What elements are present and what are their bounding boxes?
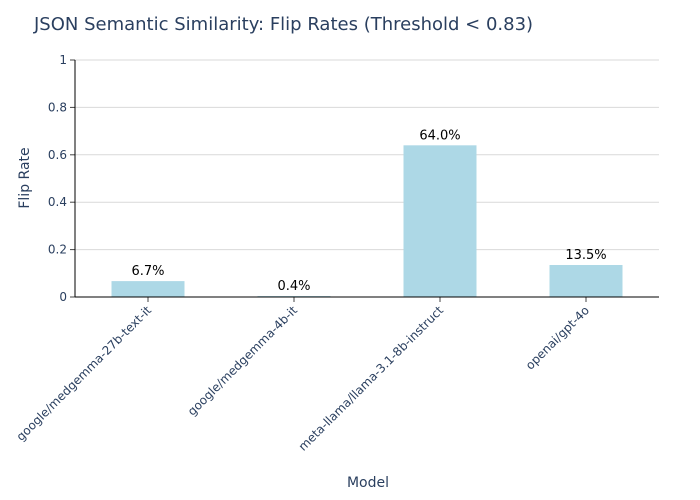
y-tick-label: 0.2 <box>48 243 67 257</box>
y-tick-label: 0.6 <box>48 148 67 162</box>
y-tick-label: 1 <box>59 53 67 67</box>
bar-data-label: 64.0% <box>419 128 460 143</box>
y-tick-label: 0.8 <box>48 100 67 114</box>
y-tick-label: 0.4 <box>48 195 67 209</box>
bar <box>549 265 623 297</box>
bar <box>111 281 185 297</box>
bar-layer <box>111 145 623 297</box>
bar-data-label: 13.5% <box>565 248 606 263</box>
data-label-layer: 6.7% 0.4% 64.0% 13.5% <box>131 128 606 294</box>
x-tick-label: meta-llama/llama-3.1-8b-instruct <box>296 303 447 454</box>
x-tick-label: google/medgemma-27b-text-it <box>14 303 155 444</box>
x-tick-label: openai/gpt-4o <box>523 303 592 372</box>
axis-layer: 0 0.2 0.4 0.6 0.8 1 google/medgemma-27b-text-i… <box>14 53 659 454</box>
bar-data-label: 6.7% <box>131 264 164 279</box>
x-axis-title: Model <box>347 475 389 491</box>
chart-title: JSON Semantic Similarity: Flip Rates (Th… <box>33 14 533 35</box>
y-tick-label: 0 <box>59 290 67 304</box>
bar-data-label: 0.4% <box>277 279 310 294</box>
bar <box>403 145 477 297</box>
grid-layer <box>75 59 659 251</box>
y-axis-title: Flip Rate <box>17 147 33 208</box>
x-tick-label: google/medgemma-4b-it <box>185 303 301 419</box>
